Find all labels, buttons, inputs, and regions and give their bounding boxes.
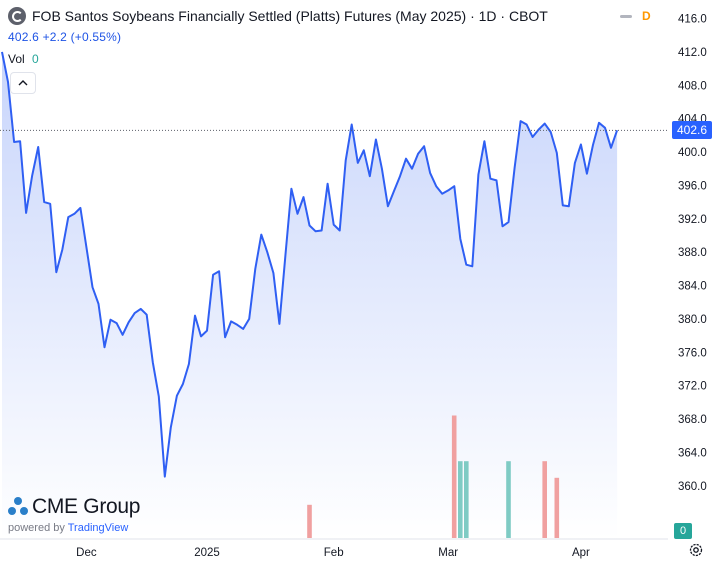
powered-brand: TradingView <box>67 522 129 534</box>
y-tick-label: 364.0 <box>678 447 707 459</box>
y-tick-label: 400.0 <box>678 147 707 159</box>
x-tick-label: Mar <box>438 547 458 559</box>
y-tick-label: 416.0 <box>678 14 707 26</box>
x-tick-label: Dec <box>76 547 97 559</box>
delayed-data-badge[interactable]: D <box>642 9 651 23</box>
volume-bar <box>542 461 547 538</box>
volume-bar <box>554 477 560 538</box>
quote-change: 402.6 +2.2 (+0.55%) <box>8 30 122 44</box>
legend-header: FOB Santos Soybeans Financially Settled … <box>8 7 548 25</box>
y-tick-label: 372.0 <box>678 381 707 393</box>
powered-by[interactable]: powered by TradingView <box>8 522 140 534</box>
last-price-label: 402.6 <box>672 121 712 140</box>
x-tick-label: Apr <box>572 547 590 559</box>
settings-gear-icon[interactable] <box>688 542 704 558</box>
y-tick-label: 376.0 <box>678 347 707 359</box>
symbol-icon[interactable] <box>8 7 26 25</box>
time-axis[interactable]: Dec 2025 Feb Mar Apr <box>76 547 590 559</box>
price-line <box>1 51 619 478</box>
area-path <box>2 51 618 540</box>
symbol-title[interactable]: FOB Santos Soybeans Financially Settled … <box>32 8 548 24</box>
volume-bar <box>458 461 463 538</box>
y-tick-label: 396.0 <box>678 180 707 192</box>
collapse-legend-button[interactable] <box>10 72 36 94</box>
y-tick-label: 380.0 <box>678 314 707 326</box>
brand-name: CME Group <box>32 495 141 518</box>
market-status-icon[interactable] <box>620 14 632 18</box>
cme-logo[interactable]: CME Group powered by TradingView <box>8 495 140 534</box>
last-volume-label: 0 <box>674 523 692 539</box>
y-tick-label: 368.0 <box>678 414 707 426</box>
price-series-line <box>1 51 619 478</box>
collapse-chevron-icon <box>18 80 28 86</box>
cme-globe-icon <box>8 497 28 517</box>
x-tick-label: 2025 <box>194 547 220 559</box>
volume-value: 0 <box>32 52 39 66</box>
volume-bar <box>307 504 312 538</box>
y-tick-label: 360.0 <box>678 481 707 493</box>
volume-bar <box>451 415 457 538</box>
powered-prefix: powered by <box>8 522 65 534</box>
y-tick-label: 384.0 <box>678 281 707 293</box>
volume-bars <box>307 415 560 538</box>
x-tick-label: Feb <box>324 547 344 559</box>
y-tick-label: 388.0 <box>678 247 707 259</box>
volume-bar <box>506 461 511 538</box>
volume-legend: Vol 0 <box>8 52 39 66</box>
volume-bar <box>464 461 469 538</box>
status-indicators: D <box>620 9 651 23</box>
y-tick-label: 392.0 <box>678 214 707 226</box>
y-tick-label: 412.0 <box>678 47 707 59</box>
price-axis[interactable]: 360.0 364.0 368.0 372.0 376.0 380.0 384.0 388.0… <box>678 14 707 493</box>
y-tick-label: 408.0 <box>678 80 707 92</box>
price-area-fill <box>2 51 618 540</box>
volume-label: Vol <box>8 52 25 66</box>
